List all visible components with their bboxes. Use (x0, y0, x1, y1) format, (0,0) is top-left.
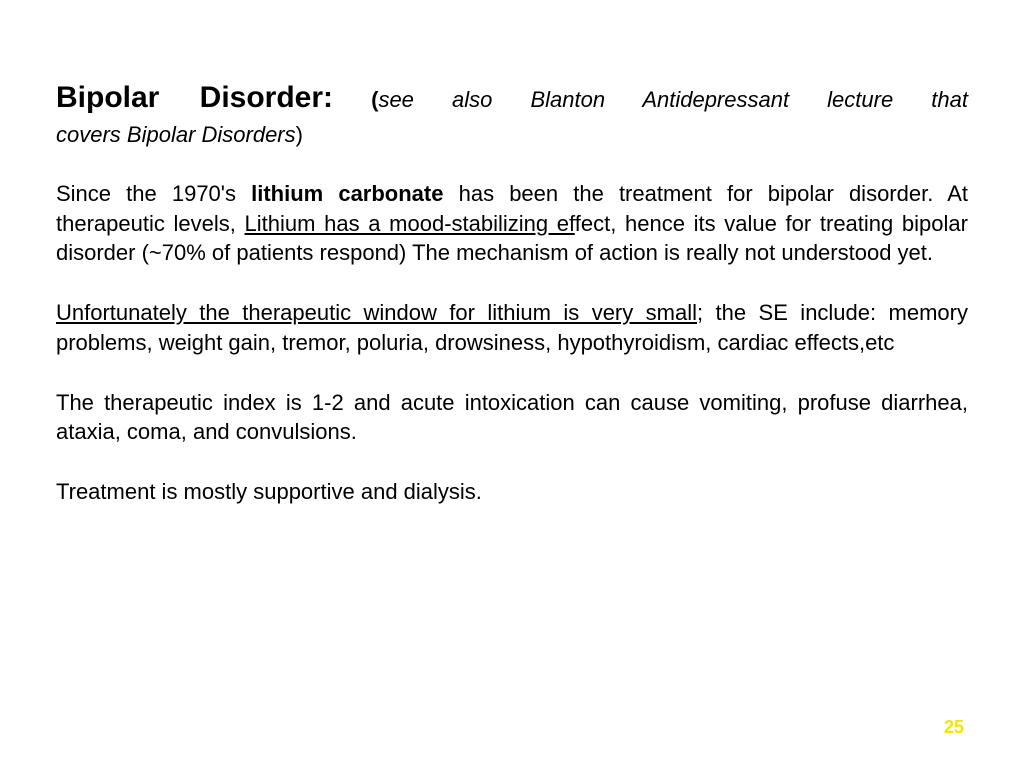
paragraph-4: Treatment is mostly supportive and dialy… (56, 477, 968, 507)
slide-title: Bipolar Disorder: (56, 81, 333, 114)
subtitle-part1: see also Blanton Antidepressant lecture … (378, 87, 968, 112)
p3-text: The therapeutic index is 1-2 and acute i… (56, 390, 968, 445)
slide-heading-line1: Bipolar Disorder: (see also Blanton Anti… (56, 78, 968, 119)
slide-container: Bipolar Disorder: (see also Blanton Anti… (0, 0, 1024, 768)
page-number: 25 (944, 717, 964, 738)
p1-text-a: Since the 1970's (56, 181, 251, 206)
paragraph-2: Unfortunately the therapeutic window for… (56, 298, 968, 357)
paragraph-1: Since the 1970's lithium carbonate has b… (56, 179, 968, 268)
slide-heading-line2: covers Bipolar Disorders) (56, 121, 968, 150)
subtitle-part2: covers Bipolar Disorders (56, 122, 296, 147)
p1-bold: lithium carbonate (251, 181, 443, 206)
p2-underline: Unfortunately the therapeutic window for… (56, 300, 697, 325)
paren-close: ) (296, 122, 303, 147)
paragraph-3: The therapeutic index is 1-2 and acute i… (56, 388, 968, 447)
p1-underline: Lithium has a mood-stabilizing ef (245, 211, 575, 236)
p4-text: Treatment is mostly supportive and dialy… (56, 479, 482, 504)
